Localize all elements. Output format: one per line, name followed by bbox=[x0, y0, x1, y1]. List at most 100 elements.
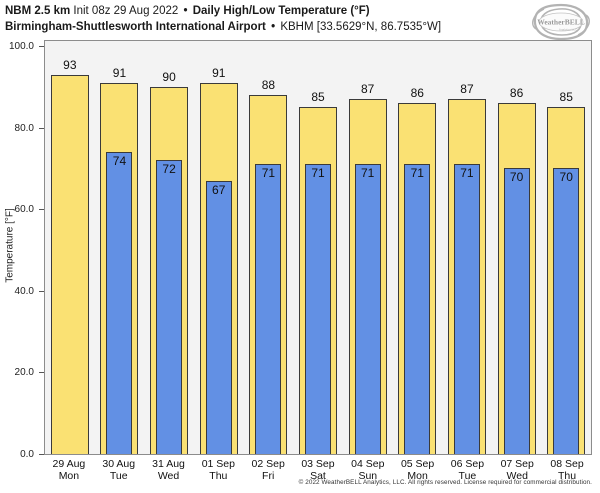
bar-group: 85 70 bbox=[541, 46, 591, 454]
copyright-notice: © 2022 WeatherBELL Analytics, LLC. All r… bbox=[298, 479, 592, 486]
low-temp-bar: 67 bbox=[205, 180, 232, 454]
x-tick-date: 06 Sep bbox=[450, 458, 485, 470]
bar-group: 86 71 bbox=[392, 46, 442, 454]
high-temp-value: 88 bbox=[261, 77, 276, 92]
bar-group: 93 bbox=[45, 46, 95, 454]
bar-group: 86 70 bbox=[492, 46, 542, 454]
x-tick-day: Mon bbox=[407, 470, 428, 482]
x-tick-day: Thu bbox=[557, 470, 577, 482]
bullet-separator: • bbox=[183, 5, 188, 17]
bar-group: 91 67 bbox=[194, 46, 244, 454]
bar-group: 87 71 bbox=[343, 46, 393, 454]
y-tick-label: 80.0 bbox=[14, 122, 34, 134]
y-tick-mark bbox=[39, 454, 44, 455]
bar-group: 85 71 bbox=[293, 46, 343, 454]
low-temp-value: 70 bbox=[559, 170, 573, 185]
y-tick-label: 100.0 bbox=[8, 41, 34, 52]
low-temp-value: 71 bbox=[360, 166, 375, 181]
x-tick-day: Wed bbox=[157, 470, 180, 482]
low-temp-value: 71 bbox=[311, 166, 325, 181]
x-tick-date: 04 Sep bbox=[351, 458, 385, 470]
high-temp-value: 86 bbox=[509, 86, 524, 101]
x-tick-day: Wed bbox=[506, 470, 528, 482]
x-tick-date: 08 Sep bbox=[550, 458, 584, 470]
low-temp-bar: 71 bbox=[354, 164, 381, 454]
bar-group: 87 71 bbox=[442, 46, 492, 454]
low-temp-value: 71 bbox=[261, 166, 276, 181]
y-tick-label: 40.0 bbox=[14, 285, 34, 297]
x-tick-day: Sat bbox=[310, 470, 326, 482]
x-tick-date: 29 Aug bbox=[52, 458, 86, 470]
logo-subtext: Analytics LLC bbox=[559, 28, 578, 32]
x-tick-date: 30 Aug bbox=[102, 458, 136, 470]
x-tick-date: 01 Sep bbox=[201, 458, 235, 470]
y-tick-label: 20.0 bbox=[14, 367, 34, 379]
low-temp-value: 71 bbox=[460, 166, 474, 181]
plot-area: 93 91 74 90 72 91 67 88 71 85 71 87 71 86 71 87 71 86 70 85… bbox=[44, 40, 592, 455]
bullet-separator: • bbox=[271, 21, 276, 33]
low-temp-bar: 70 bbox=[553, 168, 580, 454]
low-temp-bar: 71 bbox=[305, 164, 332, 454]
init-time: Init 08z 29 Aug 2022 bbox=[73, 5, 179, 17]
high-temp-value: 87 bbox=[460, 82, 474, 97]
low-temp-value: 74 bbox=[112, 154, 127, 169]
bar-group: 88 71 bbox=[244, 46, 294, 454]
high-temp-value: 91 bbox=[112, 65, 127, 80]
x-tick-label: 08 Sep Thu bbox=[542, 458, 592, 482]
x-tick-label: 06 Sep Tue bbox=[443, 458, 493, 482]
high-temp-value: 91 bbox=[212, 65, 226, 80]
y-axis-title: Temperature [°F] bbox=[4, 208, 16, 283]
header-line-1: NBM 2.5 km Init 08z 29 Aug 2022 • Daily … bbox=[5, 3, 441, 19]
high-temp-bar bbox=[50, 74, 89, 454]
x-tick-day: Thu bbox=[209, 470, 228, 482]
bar-group: 91 74 bbox=[95, 46, 145, 454]
high-temp-value: 85 bbox=[559, 90, 573, 105]
y-tick-mark bbox=[39, 46, 44, 47]
y-tick-label: 0.0 bbox=[20, 449, 34, 460]
weatherbell-logo: WeatherBELL Analytics LLC bbox=[532, 3, 590, 41]
y-axis: 0.0 20.0 40.0 60.0 80.0 100.0 bbox=[0, 40, 44, 460]
x-tick-label: 30 Aug Tue bbox=[94, 458, 144, 482]
y-tick-label: 60.0 bbox=[14, 204, 34, 216]
header-line-2: Birmingham-Shuttlesworth International A… bbox=[5, 19, 441, 35]
high-temp-value: 86 bbox=[410, 86, 424, 101]
x-tick-date: 02 Sep bbox=[251, 458, 285, 470]
x-tick-date: 05 Sep bbox=[400, 458, 435, 470]
x-tick-label: 07 Sep Wed bbox=[492, 458, 542, 482]
x-tick-label: 02 Sep Fri bbox=[243, 458, 293, 482]
high-temp-value: 85 bbox=[311, 90, 325, 105]
high-temp-value: 87 bbox=[360, 82, 375, 97]
product-title: Daily High/Low Temperature (°F) bbox=[192, 5, 370, 17]
x-tick-day: Mon bbox=[58, 470, 80, 482]
x-tick-day: Tue bbox=[109, 470, 128, 482]
low-temp-bar: 72 bbox=[156, 160, 183, 454]
station-name: Birmingham-Shuttlesworth International A… bbox=[5, 21, 266, 33]
low-temp-bar: 70 bbox=[503, 168, 530, 454]
x-tick-day: Fri bbox=[262, 470, 275, 482]
y-tick-mark bbox=[39, 127, 44, 129]
high-temp-value: 90 bbox=[162, 69, 176, 84]
low-temp-value: 70 bbox=[509, 170, 524, 185]
low-temp-value: 72 bbox=[162, 162, 176, 177]
low-temp-value: 67 bbox=[212, 182, 226, 197]
station-coordinates: KBHM [33.5629°N, 86.7535°W] bbox=[280, 21, 442, 33]
x-tick-day: Sun bbox=[358, 470, 378, 482]
low-temp-bar: 71 bbox=[255, 164, 282, 454]
x-tick-day: Tue bbox=[458, 470, 477, 482]
x-tick-label: 05 Sep Mon bbox=[393, 458, 443, 482]
x-tick-label: 04 Sep Sun bbox=[343, 458, 393, 482]
low-temp-bar: 74 bbox=[106, 152, 133, 454]
logo-brand-text: WeatherBELL bbox=[537, 18, 585, 27]
bar-group: 90 72 bbox=[144, 46, 194, 454]
x-tick-label: 01 Sep Thu bbox=[193, 458, 243, 482]
x-axis: 29 Aug Mon 30 Aug Tue 31 Aug Wed 01 Sep Thu 02 S… bbox=[44, 458, 592, 482]
model-name: NBM 2.5 km bbox=[5, 5, 71, 17]
chart-header: NBM 2.5 km Init 08z 29 Aug 2022 • Daily … bbox=[5, 3, 441, 35]
high-temp-value: 93 bbox=[63, 57, 77, 72]
logo-badge bbox=[538, 12, 584, 32]
x-tick-date: 31 Aug bbox=[152, 458, 185, 470]
x-tick-date: 03 Sep bbox=[301, 458, 335, 470]
x-tick-label: 29 Aug Mon bbox=[44, 458, 94, 482]
bars-row: 93 91 74 90 72 91 67 88 71 85 71 87 71 86 71 87 71 86 70 85… bbox=[45, 46, 591, 454]
